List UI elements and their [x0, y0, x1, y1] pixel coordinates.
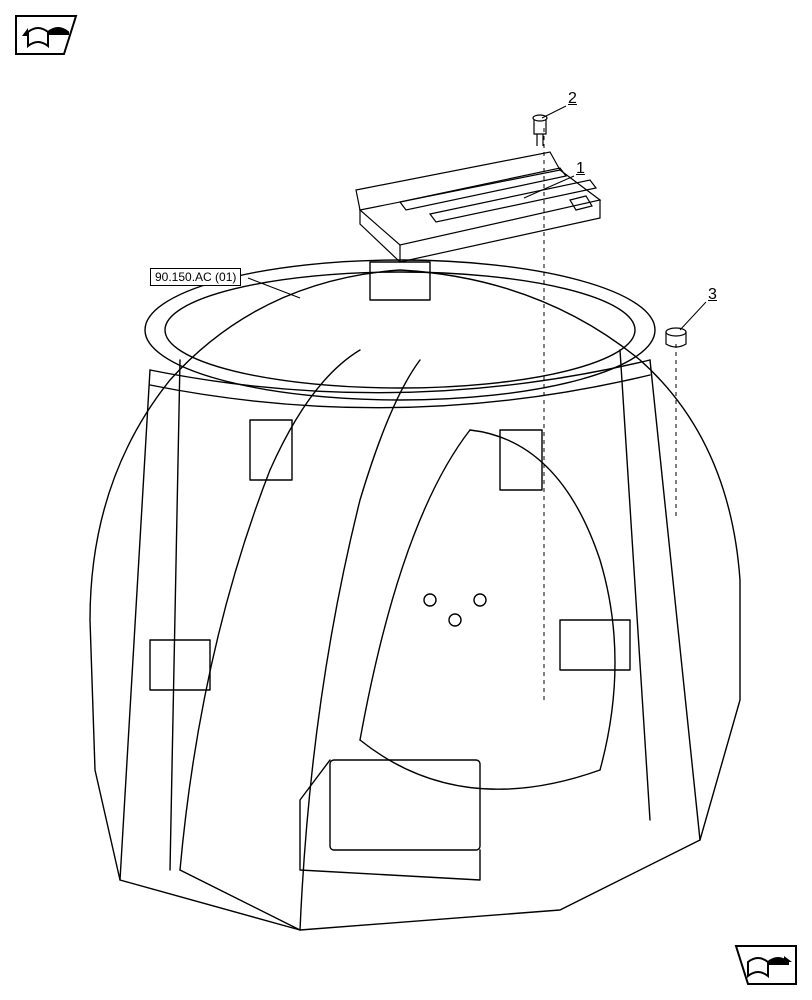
- callout-3: 3: [708, 286, 717, 304]
- page-next-icon[interactable]: [728, 944, 798, 986]
- diagram-canvas: 90.150.AC (01) 1 2 3: [0, 0, 812, 1000]
- callout-2: 2: [568, 90, 577, 108]
- reference-box: 90.150.AC (01): [150, 268, 241, 286]
- page-prev-icon[interactable]: [14, 14, 84, 56]
- callout-1: 1: [576, 160, 585, 178]
- parts-diagram: [0, 0, 812, 1000]
